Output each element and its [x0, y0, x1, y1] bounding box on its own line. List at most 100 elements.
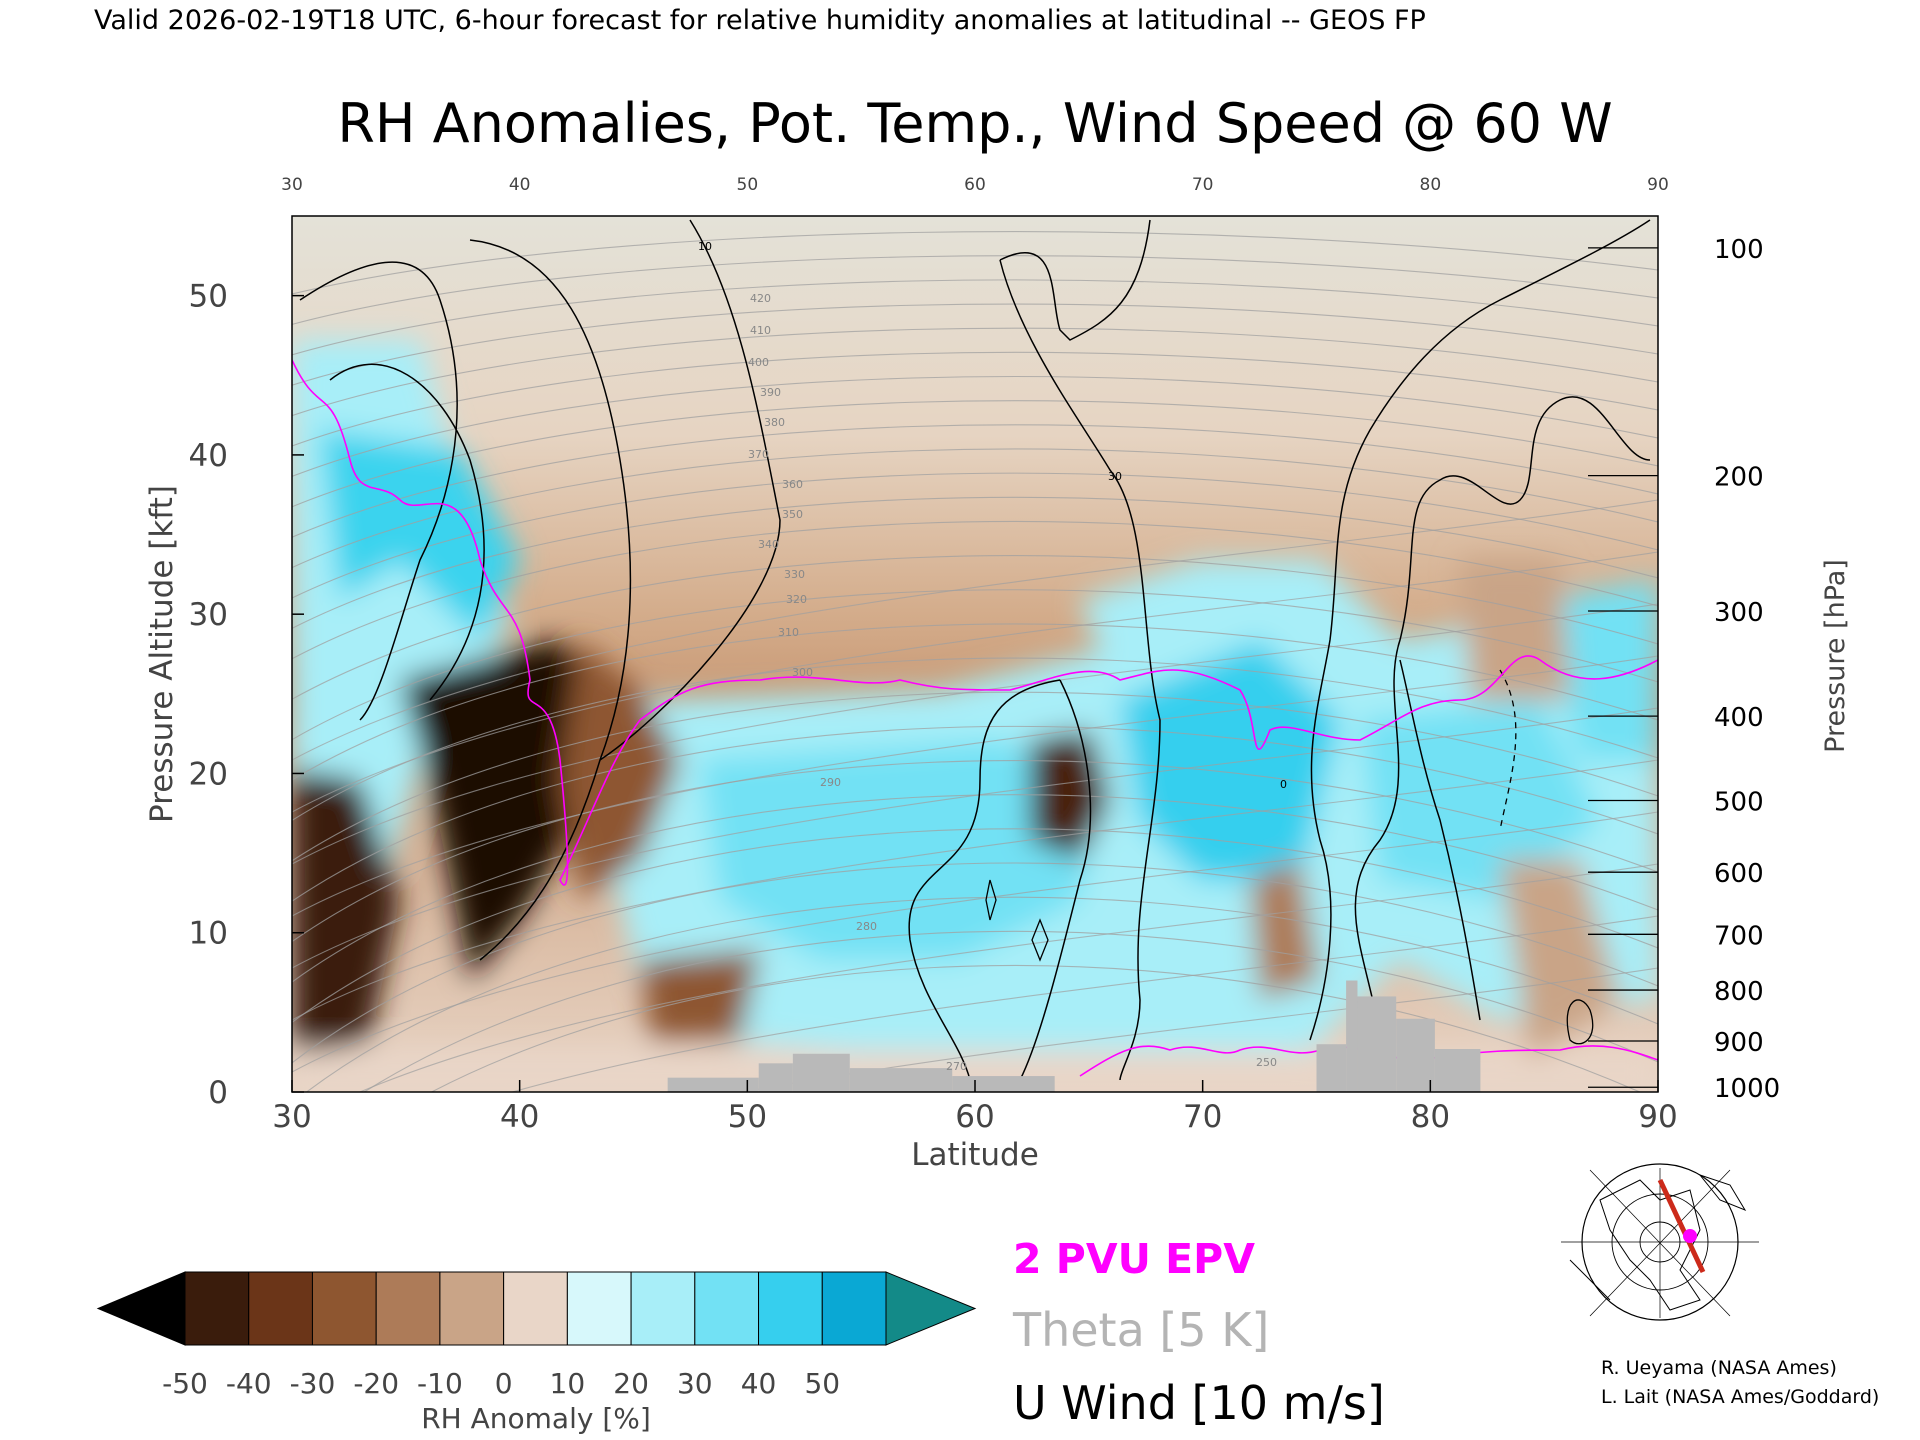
wind-contour: [999, 259, 1161, 1081]
wind-label: 30: [1108, 470, 1122, 483]
colorbar-swatch: [503, 1271, 568, 1346]
x-tick-label: 70: [1183, 1099, 1222, 1135]
theta-contour: [292, 496, 1658, 629]
wind-contour: [599, 219, 781, 761]
theta-contour: [292, 589, 1658, 741]
pressure-tick-label: 300: [1714, 598, 1764, 628]
moist-region: [1540, 580, 1658, 760]
x-axis-label: Latitude: [911, 1137, 1039, 1173]
colorbar-swatch: [566, 1271, 632, 1346]
theta-contour: [740, 967, 1658, 1092]
theta-contour: [305, 896, 1658, 1092]
location-dot: [1683, 1229, 1697, 1243]
wind-contours: [299, 219, 1651, 1081]
x-tick-label: 40: [500, 1099, 539, 1135]
theta-contour: [292, 520, 1658, 660]
theta-contour: [292, 794, 1658, 983]
theta-contour: [292, 327, 1658, 417]
pressure-tick-label: 400: [1714, 703, 1764, 733]
pressure-tick-label: 700: [1714, 921, 1764, 951]
theta-contour: [292, 623, 1658, 781]
colorbar-tick-label: -20: [353, 1367, 399, 1400]
theta-contour: [292, 555, 1658, 700]
colorbar-tick-label: -50: [162, 1367, 208, 1400]
theta-contour: [292, 551, 1658, 813]
colorbar-swatch: [439, 1271, 505, 1346]
colorbar-tick-label: -30: [290, 1367, 336, 1400]
colorbar-tick-label: 50: [804, 1367, 840, 1400]
wind-label: 10: [698, 240, 712, 253]
theta-contour: [292, 351, 1658, 447]
theta-contour: [292, 376, 1658, 477]
legend-entry: U Wind [10 m/s]: [1013, 1376, 1385, 1430]
theta-contour: [292, 400, 1658, 508]
chart-title: RH Anomalies, Pot. Temp., Wind Speed @ 6…: [337, 92, 1612, 155]
y2-axis-label: Pressure [hPa]: [1820, 559, 1851, 753]
theta-contour: [292, 811, 1658, 1073]
theta-label: 300: [792, 666, 813, 679]
header-text: Valid 2026-02-19T18 UTC, 6-hour forecast…: [94, 5, 1426, 36]
colorbar-swatch: [184, 1271, 250, 1346]
theta-label: 280: [856, 920, 877, 933]
theta-contour: [510, 915, 1658, 1092]
theta-contour: [292, 448, 1658, 569]
rh-anomaly-field: [292, 219, 1658, 1092]
credit-line: L. Lait (NASA Ames/Goddard): [1601, 1386, 1879, 1408]
colorbar-tick-label: -40: [226, 1367, 272, 1400]
pressure-tick-label: 200: [1714, 463, 1764, 493]
terrain-block: [1316, 1044, 1347, 1092]
wind-contour: [1354, 396, 1651, 1041]
section-line: [1657, 1178, 1706, 1274]
theta-contour: [430, 965, 1641, 1092]
theta-contour: [292, 472, 1658, 599]
theta-label: 380: [764, 416, 785, 429]
pressure-tick-label: 600: [1714, 859, 1764, 889]
y-axis-label: Pressure Altitude [kft]: [144, 485, 180, 823]
wind-contour: [299, 261, 458, 721]
wind-contour: [1031, 918, 1049, 962]
wind-contour: [1019, 679, 1092, 1081]
y-tick-label: 20: [189, 756, 228, 792]
wind-contour: [985, 879, 997, 921]
theta-contour: [292, 303, 1658, 386]
theta-label: 250: [1256, 1056, 1277, 1069]
y-tick-label: 50: [189, 279, 228, 315]
top-tick-label: 30: [281, 175, 303, 195]
x-tick-label: 80: [1411, 1099, 1450, 1135]
terrain: [667, 980, 1481, 1092]
wind-contour: [999, 219, 1151, 341]
terrain-block: [1396, 1018, 1435, 1092]
top-tick-label: 60: [964, 175, 986, 195]
theta-contour: [363, 930, 1658, 1092]
theta-contour: [292, 828, 1658, 1023]
legend: 2 PVU EPV Theta [5 K] U Wind [10 m/s]: [1012, 1235, 1385, 1430]
colorbar-swatch: [311, 1271, 377, 1346]
theta-label: 360: [782, 478, 803, 491]
colorbar-tick-label: 20: [613, 1367, 649, 1400]
wind-contour: [329, 363, 485, 701]
theta-contour: [292, 862, 1658, 1064]
colorbar-tick-label: 40: [741, 1367, 777, 1400]
theta-labels: 4204104003903803703603503403303203103002…: [698, 240, 1287, 1073]
theta-contour: [292, 279, 1658, 356]
theta-label: 350: [782, 508, 803, 521]
legend-entry: 2 PVU EPV: [1013, 1235, 1255, 1283]
wind-contour: [1309, 219, 1651, 1041]
pressure-tick-label: 500: [1714, 788, 1764, 818]
x-tick-label: 30: [272, 1099, 311, 1135]
terrain-block: [667, 1077, 759, 1092]
dry-region: [560, 640, 680, 900]
terrain-block: [1434, 1048, 1481, 1092]
dry-region: [1460, 560, 1570, 700]
colorbar-tick-label: 10: [550, 1367, 586, 1400]
colorbar-swatch: [630, 1271, 696, 1346]
theta-label: 370: [748, 448, 769, 461]
theta-contour: [292, 655, 1658, 917]
theta-contour: [292, 424, 1658, 538]
colorbar-tick-label: -10: [417, 1367, 463, 1400]
colorbar-swatch: [375, 1271, 441, 1346]
plot-area: 4204104003903803703603503403303203103002…: [189, 175, 1781, 1135]
wind-contour: [1399, 659, 1481, 1021]
